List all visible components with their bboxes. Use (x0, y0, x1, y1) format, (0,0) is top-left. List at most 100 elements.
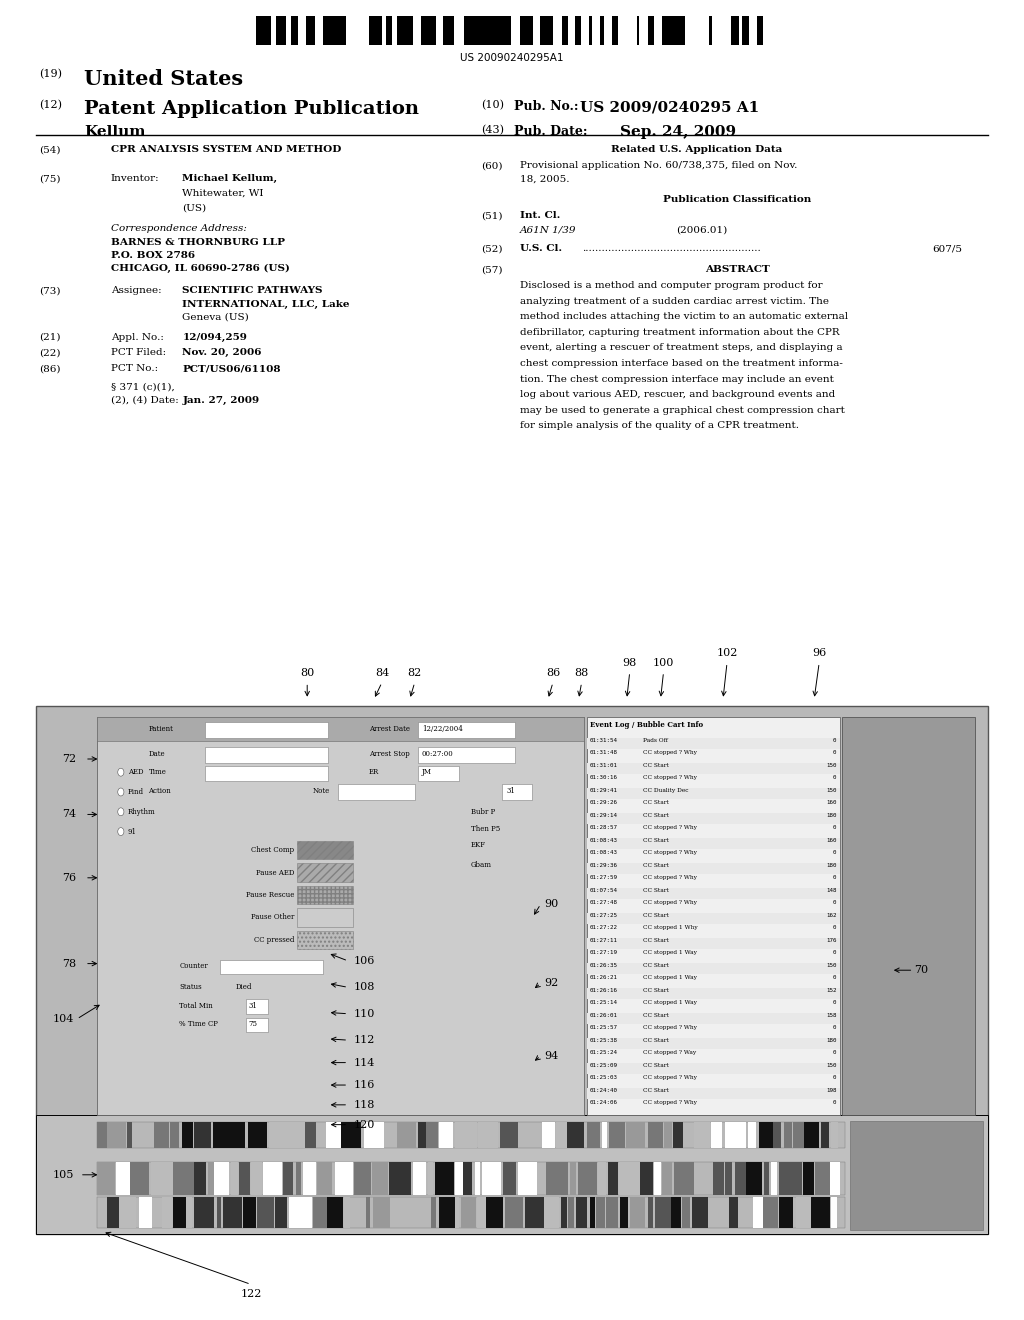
Text: 607/5: 607/5 (932, 244, 962, 253)
Bar (316, 1162, 332, 1195)
Bar (503, 1162, 516, 1195)
Text: Then P5: Then P5 (471, 825, 501, 833)
Text: (86): (86) (39, 364, 60, 374)
Text: 01:30:16: 01:30:16 (590, 775, 617, 780)
Text: PCT Filed:: PCT Filed: (111, 348, 166, 358)
Text: Assignee:: Assignee: (111, 286, 161, 296)
Bar (820, 1122, 829, 1148)
Bar (205, 722, 328, 738)
Bar (734, 1162, 745, 1195)
Text: (54): (54) (39, 145, 60, 154)
Text: 91: 91 (128, 828, 137, 836)
Bar (429, 16, 436, 45)
Text: 0: 0 (834, 750, 837, 755)
Text: SCIENTIFIC PATHWAYS: SCIENTIFIC PATHWAYS (182, 286, 323, 296)
Bar (379, 16, 382, 45)
Bar (268, 1122, 286, 1148)
Text: Died: Died (236, 983, 252, 991)
Bar (759, 1122, 773, 1148)
Bar (334, 16, 337, 45)
Text: 31: 31 (507, 787, 516, 795)
Text: CC Start: CC Start (643, 863, 669, 867)
Text: % Time CP: % Time CP (179, 1020, 218, 1028)
Bar (587, 888, 840, 899)
Text: 150: 150 (826, 763, 837, 768)
Bar (725, 1162, 732, 1195)
Bar (526, 16, 534, 45)
Bar (587, 1038, 840, 1049)
Bar (139, 1197, 152, 1228)
Bar (97, 1122, 845, 1148)
Text: 84: 84 (375, 668, 389, 678)
Bar (338, 784, 415, 800)
Bar (246, 1018, 268, 1032)
Text: Pub. Date:: Pub. Date: (514, 125, 588, 139)
Bar (587, 937, 840, 949)
Bar (328, 1197, 343, 1228)
Bar (438, 1197, 455, 1228)
Bar (665, 16, 672, 45)
Text: 160: 160 (826, 838, 837, 843)
Text: 80: 80 (300, 668, 314, 678)
Text: Int. Cl.: Int. Cl. (520, 211, 560, 220)
Bar (545, 1197, 559, 1228)
Bar (155, 1122, 169, 1148)
Bar (97, 717, 584, 741)
Bar (520, 16, 526, 45)
Text: 76: 76 (62, 873, 77, 883)
Bar (587, 738, 840, 748)
Text: 18, 2005.: 18, 2005. (520, 174, 569, 183)
Text: defibrillator, capturing treatment information about the CPR: defibrillator, capturing treatment infor… (520, 327, 840, 337)
Text: 82: 82 (408, 668, 422, 678)
Text: 0: 0 (834, 850, 837, 855)
Bar (587, 962, 840, 974)
Bar (764, 1197, 778, 1228)
Text: 01:29:41: 01:29:41 (590, 788, 617, 793)
Bar (195, 1197, 214, 1228)
Bar (97, 1122, 106, 1148)
Text: (57): (57) (481, 265, 503, 275)
Bar (811, 1197, 830, 1228)
Text: (60): (60) (481, 161, 503, 170)
Bar (569, 1162, 577, 1195)
Bar (418, 747, 515, 763)
Bar (297, 931, 353, 949)
Text: CC Start: CC Start (643, 800, 669, 805)
Bar (587, 913, 840, 924)
Text: 01:27:59: 01:27:59 (590, 875, 617, 880)
Bar (117, 1162, 130, 1195)
Text: 0: 0 (834, 975, 837, 981)
Bar (746, 1162, 763, 1195)
Text: Action: Action (148, 787, 171, 795)
Text: 105: 105 (53, 1170, 74, 1180)
Bar (587, 1063, 840, 1074)
Text: CC Start: CC Start (643, 937, 669, 942)
Bar (630, 1197, 645, 1228)
Text: (52): (52) (481, 244, 503, 253)
Bar (598, 1162, 606, 1195)
Text: P.O. BOX 2786: P.O. BOX 2786 (111, 251, 195, 260)
Text: Chest Comp: Chest Comp (251, 846, 294, 854)
Text: 0: 0 (834, 1051, 837, 1055)
Bar (374, 16, 379, 45)
Text: 102: 102 (717, 648, 737, 659)
Text: ABSTRACT: ABSTRACT (705, 265, 770, 275)
Bar (418, 766, 459, 781)
Bar (335, 1162, 353, 1195)
Circle shape (118, 768, 124, 776)
Bar (162, 1197, 172, 1228)
Bar (830, 1162, 840, 1195)
Bar (414, 1162, 426, 1195)
Text: 01:25:03: 01:25:03 (590, 1076, 617, 1080)
Text: Kellum: Kellum (84, 125, 145, 140)
Bar (741, 16, 745, 45)
Bar (127, 1122, 132, 1148)
Text: CC stopped 1 Way: CC stopped 1 Way (643, 975, 697, 981)
Bar (620, 1162, 640, 1195)
Text: CC stopped ? Why: CC stopped ? Why (643, 875, 697, 880)
Bar (181, 1122, 194, 1148)
Bar (711, 1122, 722, 1148)
Text: 01:24:40: 01:24:40 (590, 1088, 617, 1093)
Bar (228, 1122, 245, 1148)
Bar (404, 16, 413, 45)
